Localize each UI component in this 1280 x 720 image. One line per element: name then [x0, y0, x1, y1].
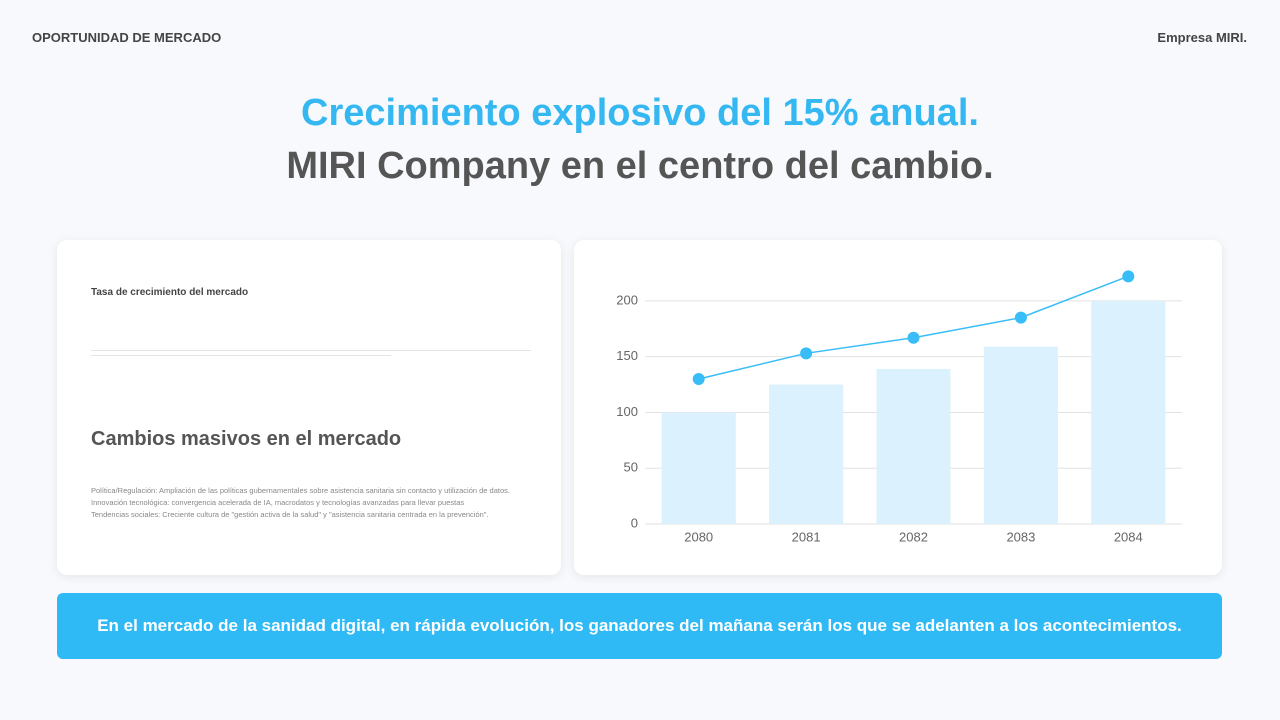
card-label: Tasa de crecimiento del mercado — [91, 287, 249, 298]
point: Tendencias sociales: Creciente cultura d… — [91, 510, 489, 519]
chart-card: 0 50 100 150 200 2080 2081 2082 2083 2084 — [574, 240, 1222, 575]
line — [698, 275, 1129, 380]
point — [907, 331, 920, 344]
chart: 0 50 100 150 200 2080 2081 2082 2083 2084 — [616, 270, 1182, 544]
bar — [983, 346, 1058, 524]
point — [692, 372, 705, 385]
point — [800, 347, 813, 360]
x-tick-label: 2084 — [1114, 529, 1143, 544]
x-tick-label: 2082 — [899, 529, 928, 544]
y-tick-label: 200 — [616, 292, 638, 307]
x-tick-label: 2083 — [1006, 529, 1035, 544]
section-label: OPORTUNIDAD DE MERCADO — [32, 30, 222, 45]
bar — [661, 412, 736, 524]
headline-subline: MIRI Company en el centro del cambio. — [286, 145, 994, 187]
point-list: Política/Regulación: Ampliación de las p… — [91, 486, 531, 522]
point: Política/Regulación: Ampliación de las p… — [91, 486, 510, 495]
banner: En el mercado de la sanidad digital, en … — [57, 593, 1222, 659]
bar — [1091, 300, 1166, 524]
headline-highlight: Crecimiento explosivo del 15% anual. — [301, 92, 979, 134]
text-card: Tasa de crecimiento del mercado Cambios … — [57, 240, 561, 575]
y-tick-label: 0 — [631, 515, 638, 530]
company-label: Empresa MIRI. — [1157, 30, 1247, 45]
point — [1122, 270, 1135, 283]
card-heading: Cambios masivos en el mercado — [91, 428, 402, 450]
y-tick-label: 50 — [624, 460, 638, 475]
point: Innovación tecnológica: convergencia ace… — [91, 498, 465, 507]
x-tick-label: 2080 — [684, 529, 713, 544]
point — [1014, 311, 1027, 324]
x-tick-label: 2081 — [792, 529, 821, 544]
bar — [876, 368, 951, 524]
decor-line — [91, 350, 531, 351]
bar — [769, 384, 844, 524]
decor-line — [91, 355, 391, 356]
y-tick-label: 100 — [616, 404, 638, 419]
y-tick-label: 150 — [616, 348, 638, 363]
